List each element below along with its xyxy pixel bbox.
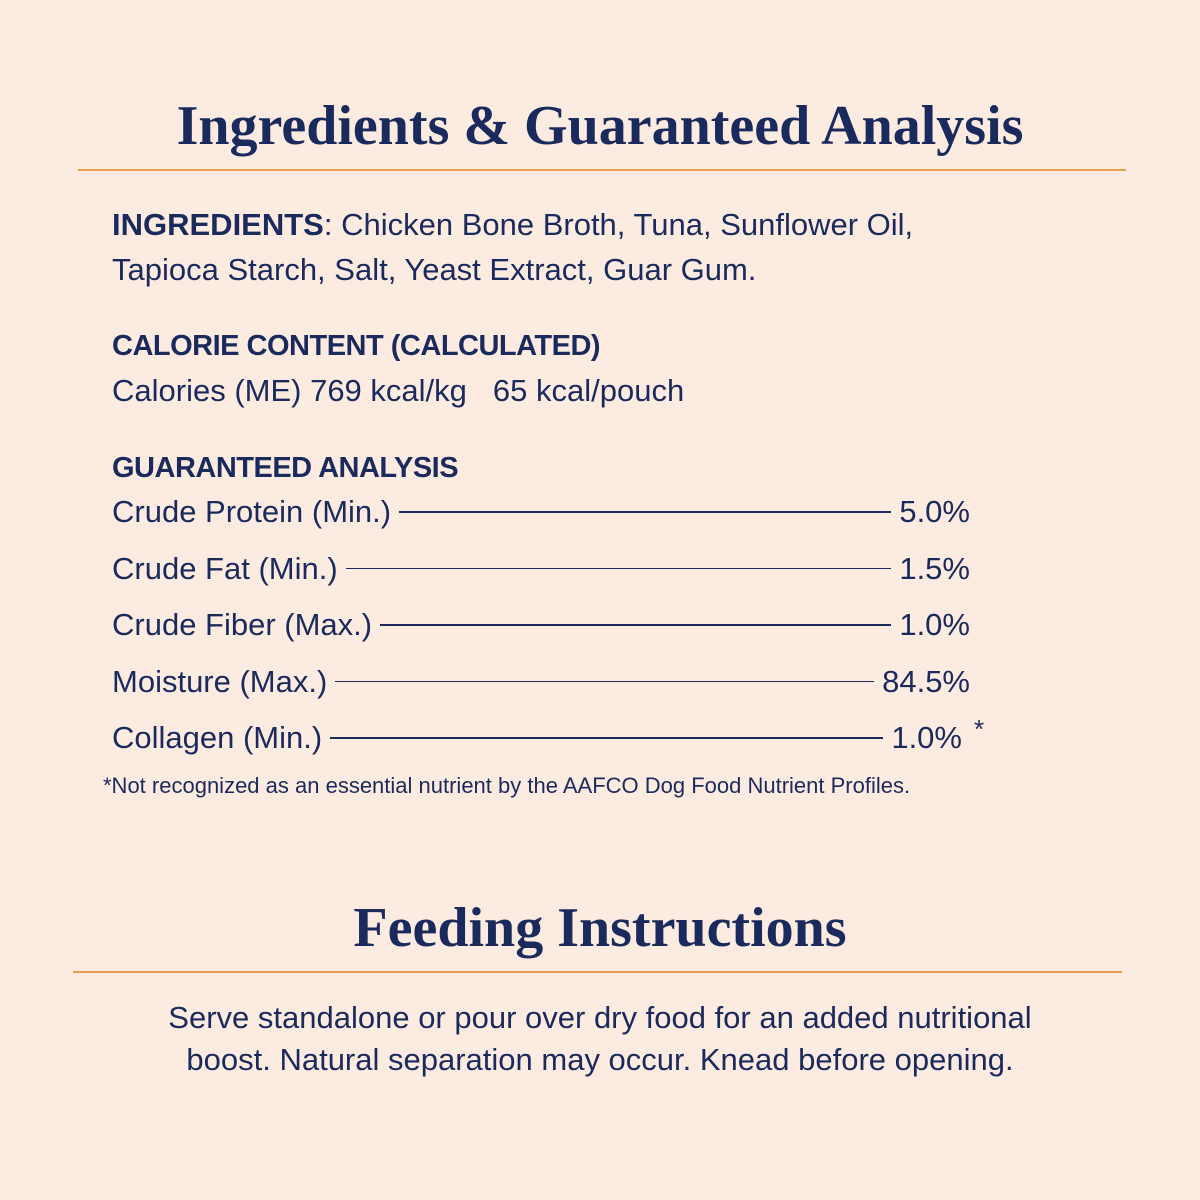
calories-line: Calories (ME) 769 kcal/kg 65 kcal/pouch xyxy=(112,373,684,409)
nutrient-value: 5.0% xyxy=(899,494,970,529)
divider xyxy=(73,971,1122,973)
nutrient-value: 1.5% xyxy=(899,550,970,586)
analysis-row: Moisture (Max.) 84.5% xyxy=(112,662,970,702)
analysis-row: Crude Protein (Min.) 5.0% xyxy=(112,492,970,532)
leader-line xyxy=(345,567,892,570)
section-heading: GUARANTEED ANALYSIS xyxy=(112,452,459,484)
nutrient-name: Crude Fat (Min.) xyxy=(112,550,338,586)
leader-line xyxy=(335,680,875,683)
feeding-text: boost. Natural separation may occur. Kne… xyxy=(186,1042,1014,1077)
ingredients-text: Tapioca Starch, Salt, Yeast Extract, Gua… xyxy=(112,252,757,287)
title: Feeding Instructions xyxy=(353,897,847,959)
leader-line xyxy=(330,737,884,739)
analysis-row: Crude Fiber (Max.) 1.0% xyxy=(112,605,970,645)
divider xyxy=(78,169,1126,171)
nutrient-name: Collagen (Min.) xyxy=(112,720,323,755)
nutrient-value: 1.0% xyxy=(899,607,970,642)
nutrient-name: Crude Protein (Min.) xyxy=(112,494,392,529)
nutrient-name: Moisture (Max.) xyxy=(112,663,328,699)
calories-per-kg: Calories (ME) 769 kcal/kg xyxy=(112,373,467,408)
ingredients-text: : Chicken Bone Broth, Tuna, Sunflower Oi… xyxy=(323,207,914,242)
nutrient-name: Crude Fiber (Max.) xyxy=(112,607,373,642)
calories-per-pouch: 65 kcal/pouch xyxy=(492,373,685,408)
leader-line xyxy=(399,511,892,513)
analysis-row: Crude Fat (Min.) 1.5% xyxy=(112,549,970,589)
footnote: *Not recognized as an essential nutrient… xyxy=(103,773,911,798)
title: Ingredients & Guaranteed Analysis xyxy=(176,95,1024,157)
section-heading: CALORIE CONTENT (CALCULATED) xyxy=(112,330,601,362)
ingredients-line: INGREDIENTS: Chicken Bone Broth, Tuna, S… xyxy=(112,207,913,243)
nutrient-value: 84.5% xyxy=(882,663,970,699)
leader-line xyxy=(380,624,892,626)
note-mark: * xyxy=(974,714,985,744)
nutrient-value: 1.0% xyxy=(891,720,962,755)
analysis-row: Collagen (Min.) 1.0% * xyxy=(112,714,984,758)
feeding-text: Serve standalone or pour over dry food f… xyxy=(168,1000,1032,1035)
ingredients-label: INGREDIENTS xyxy=(112,207,324,242)
